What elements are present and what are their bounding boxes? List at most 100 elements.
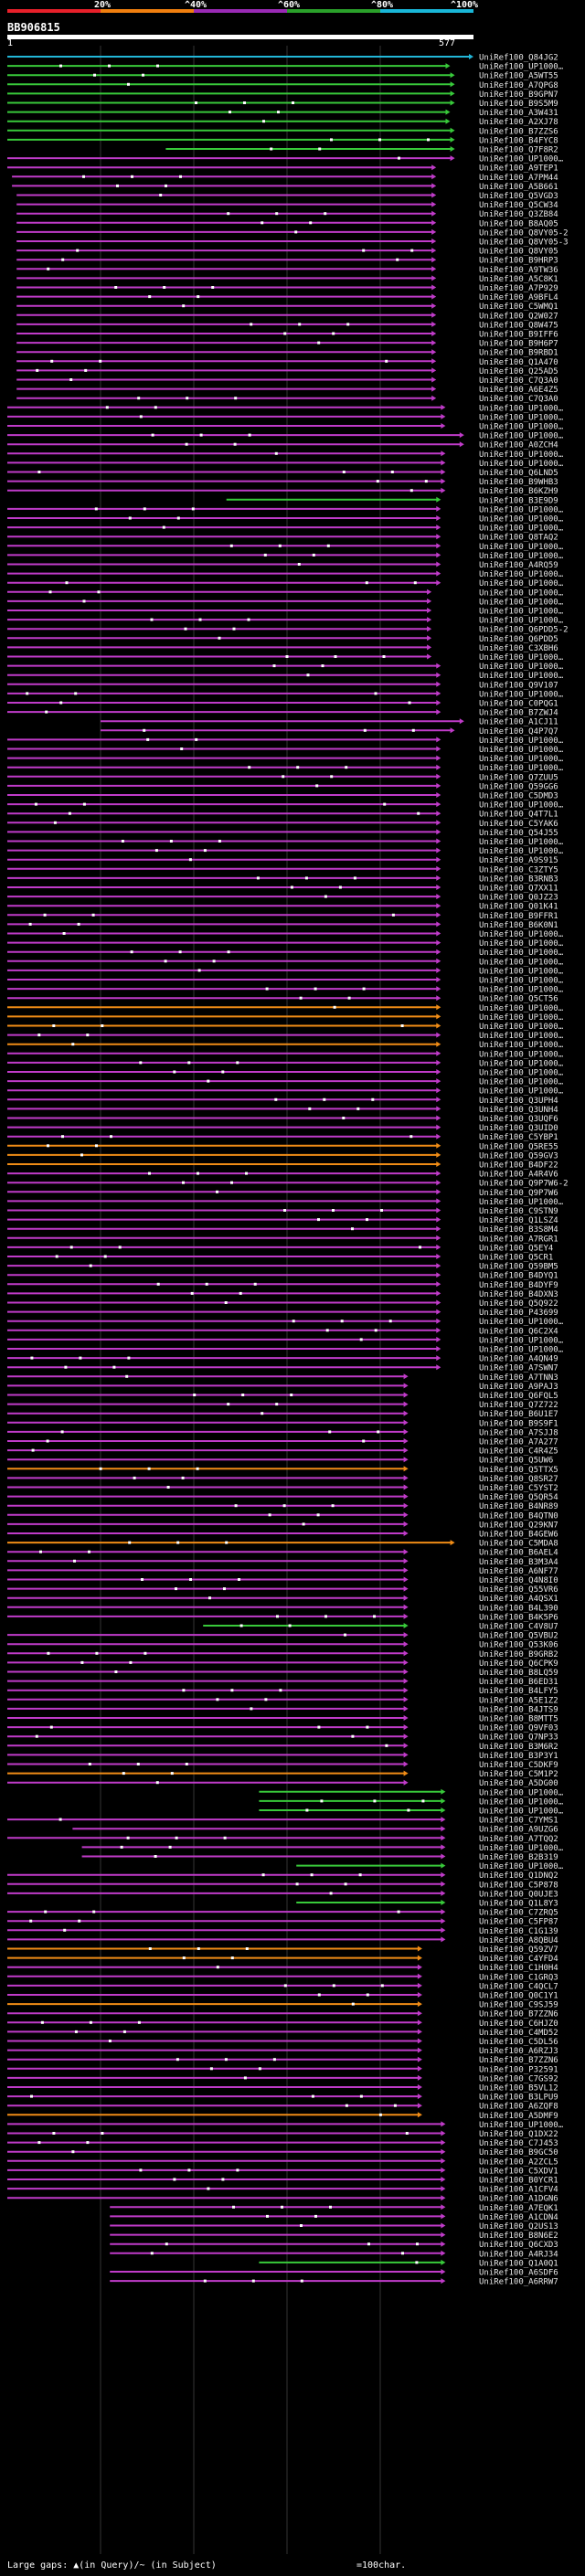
hit-row[interactable]: UniRef100_B9RBD1 [16,349,558,358]
hit-label[interactable]: UniRef100_Q8VY05 [479,248,558,257]
hit-label[interactable]: UniRef100_A5DMF9 [479,2112,558,2121]
hit-row[interactable]: UniRef100_C4YFD4 [7,1955,558,1964]
hit-label[interactable]: UniRef100_B7ZWJ4 [479,709,558,718]
hit-label[interactable]: UniRef100_Q8SR27 [479,1475,558,1484]
hit-row[interactable]: UniRef100_UP1000… [296,1862,564,1871]
hit-row[interactable]: UniRef100_UP1000… [7,1023,564,1032]
hit-label[interactable]: UniRef100_A7PM44 [479,174,558,183]
hit-label[interactable]: UniRef100_B6U1E7 [479,1410,558,1419]
hit-row[interactable]: UniRef100_A7QPG8 [7,81,558,90]
hit-row[interactable]: UniRef100_Q59GV3 [7,1151,558,1161]
hit-row[interactable]: UniRef100_B9GC50 [7,2148,558,2157]
hit-label[interactable]: UniRef100_Q5VGD3 [479,192,558,201]
hit-label[interactable]: UniRef100_Q1L8Y3 [479,1900,558,1909]
hit-row[interactable]: UniRef100_A7TQQ2 [7,1835,558,1844]
hit-label[interactable]: UniRef100_Q5VBU2 [479,1632,558,1641]
hit-label[interactable]: UniRef100_B4DF22 [479,1161,558,1171]
hit-label[interactable]: UniRef100_C4QCL7 [479,1982,558,1991]
hit-label[interactable]: UniRef100_B4DYQ1 [479,1272,558,1281]
hit-row[interactable]: UniRef100_Q8TAQ2 [7,534,558,543]
hit-row[interactable]: UniRef100_C3ZTY5 [7,865,558,875]
hit-label[interactable]: UniRef100_Q59GG6 [479,782,558,791]
hit-label[interactable]: UniRef100_Q0JZ23 [479,894,558,903]
hit-label[interactable]: UniRef100_B2B319 [479,1853,558,1862]
hit-row[interactable]: UniRef100_Q8SR27 [7,1475,558,1484]
hit-label[interactable]: UniRef100_B3E9D9 [479,496,558,505]
hit-row[interactable]: UniRef100_Q0C1Y1 [7,1992,558,2001]
hit-label[interactable]: UniRef100_Q8W475 [479,321,558,330]
hit-row[interactable]: UniRef100_C9STN9 [7,1207,558,1216]
hit-label[interactable]: UniRef100_B4DYF9 [479,1281,558,1290]
hit-label[interactable]: UniRef100_UP1000… [479,737,564,746]
hit-label[interactable]: UniRef100_Q54J55 [479,829,558,838]
hit-label[interactable]: UniRef100_B9IFF6 [479,331,558,340]
hit-row[interactable]: UniRef100_A4QN49 [7,1355,558,1364]
hit-row[interactable]: UniRef100_UP1000… [7,579,564,588]
hit-label[interactable]: UniRef100_A7P929 [479,284,558,293]
hit-label[interactable]: UniRef100_Q3UNH4 [479,1106,558,1115]
hit-row[interactable]: UniRef100_A9S915 [7,856,558,865]
hit-label[interactable]: UniRef100_B9FFR1 [479,912,558,921]
hit-row[interactable]: UniRef100_A6NF77 [7,1567,558,1576]
hit-row[interactable]: UniRef100_A5C8K1 [16,275,558,284]
hit-row[interactable]: UniRef100_B3P3Y1 [7,1752,558,1761]
hit-row[interactable]: UniRef100_A1DGN6 [7,2195,558,2204]
hit-row[interactable]: UniRef100_B3LPU9 [7,2094,558,2103]
hit-row[interactable]: UniRef100_A6SDF6 [110,2269,558,2278]
hit-label[interactable]: UniRef100_B9GC50 [479,2148,558,2157]
hit-row[interactable]: UniRef100_A6E4Z5 [16,386,558,395]
hit-label[interactable]: UniRef100_A1DGN6 [479,2195,558,2204]
hit-label[interactable]: UniRef100_C5DKF9 [479,1761,558,1770]
hit-row[interactable]: UniRef100_Q5TTX5 [7,1466,558,1475]
hit-row[interactable]: UniRef100_UP1000… [7,404,564,413]
hit-label[interactable]: UniRef100_C7GS92 [479,2074,558,2083]
hit-label[interactable]: UniRef100_Q59GV3 [479,1151,558,1161]
hit-label[interactable]: UniRef100_B9S5M9 [479,100,558,109]
hit-label[interactable]: UniRef100_A4R4V6 [479,1171,558,1180]
hit-row[interactable]: UniRef100_A7PM44 [12,174,558,183]
hit-label[interactable]: UniRef100_Q25AD5 [479,367,558,376]
hit-row[interactable]: UniRef100_B3E9D9 [226,496,558,505]
hit-row[interactable]: UniRef100_A7TNN3 [7,1373,558,1383]
hit-row[interactable]: UniRef100_UP1000… [7,1032,564,1041]
hit-row[interactable]: UniRef100_C5MDA8 [7,1540,558,1549]
hit-label[interactable]: UniRef100_UP1000… [479,1797,564,1807]
hit-row[interactable]: UniRef100_B3M6R2 [7,1743,558,1752]
hit-label[interactable]: UniRef100_C7ZRQ5 [479,1909,558,1918]
hit-label[interactable]: UniRef100_Q8TAQ2 [479,534,558,543]
hit-row[interactable]: UniRef100_UP1000… [7,967,564,976]
hit-label[interactable]: UniRef100_B9HRP3 [479,257,558,266]
hit-label[interactable]: UniRef100_UP1000… [479,617,564,626]
hit-row[interactable]: UniRef100_Q3UNH4 [7,1106,558,1115]
hit-label[interactable]: UniRef100_Q6PDD5-2 [479,626,569,635]
hit-label[interactable]: UniRef100_A7TNN3 [479,1373,558,1383]
hit-row[interactable]: UniRef100_UP1000… [7,1050,564,1059]
hit-row[interactable]: UniRef100_C7Q3A0 [16,395,558,404]
hit-label[interactable]: UniRef100_A9BFL4 [479,293,558,302]
hit-row[interactable]: UniRef100_UP1000… [7,63,564,72]
hit-label[interactable]: UniRef100_C0PQG1 [479,700,558,709]
hit-label[interactable]: UniRef100_A6E4Z5 [479,386,558,395]
hit-label[interactable]: UniRef100_UP1000… [479,690,564,699]
hit-label[interactable]: UniRef100_A2XJ78 [479,118,558,127]
hit-row[interactable]: UniRef100_A5WT55 [7,72,558,81]
hit-label[interactable]: UniRef100_B3M3A4 [479,1558,558,1567]
hit-row[interactable]: UniRef100_Q5VBU2 [7,1632,558,1641]
hit-label[interactable]: UniRef100_A7SJJ8 [479,1428,558,1437]
hit-label[interactable]: UniRef100_UP1000… [479,505,564,514]
hit-row[interactable]: UniRef100_A4R4V6 [7,1171,558,1180]
hit-label[interactable]: UniRef100_C9SJ59 [479,2001,558,2010]
hit-row[interactable]: UniRef100_UP1000… [7,608,564,617]
hit-row[interactable]: UniRef100_Q9V107 [7,681,558,690]
hit-label[interactable]: UniRef100_UP1000… [479,404,564,413]
hit-label[interactable]: UniRef100_B8LQ59 [479,1669,558,1678]
hit-row[interactable]: UniRef100_A5DMF9 [7,2112,558,2121]
hit-row[interactable]: UniRef100_UP1000… [259,1807,564,1817]
hit-label[interactable]: UniRef100_Q4T7L1 [479,811,558,820]
hit-label[interactable]: UniRef100_Q1DX22 [479,2130,558,2139]
hit-row[interactable]: UniRef100_UP1000… [7,413,564,422]
hit-row[interactable]: UniRef100_Q4P7Q7 [101,727,558,737]
hit-label[interactable]: UniRef100_A7EQK1 [479,2204,558,2213]
hit-row[interactable]: UniRef100_Q54J55 [7,829,558,838]
hit-label[interactable]: UniRef100_C5FP87 [479,1918,558,1927]
